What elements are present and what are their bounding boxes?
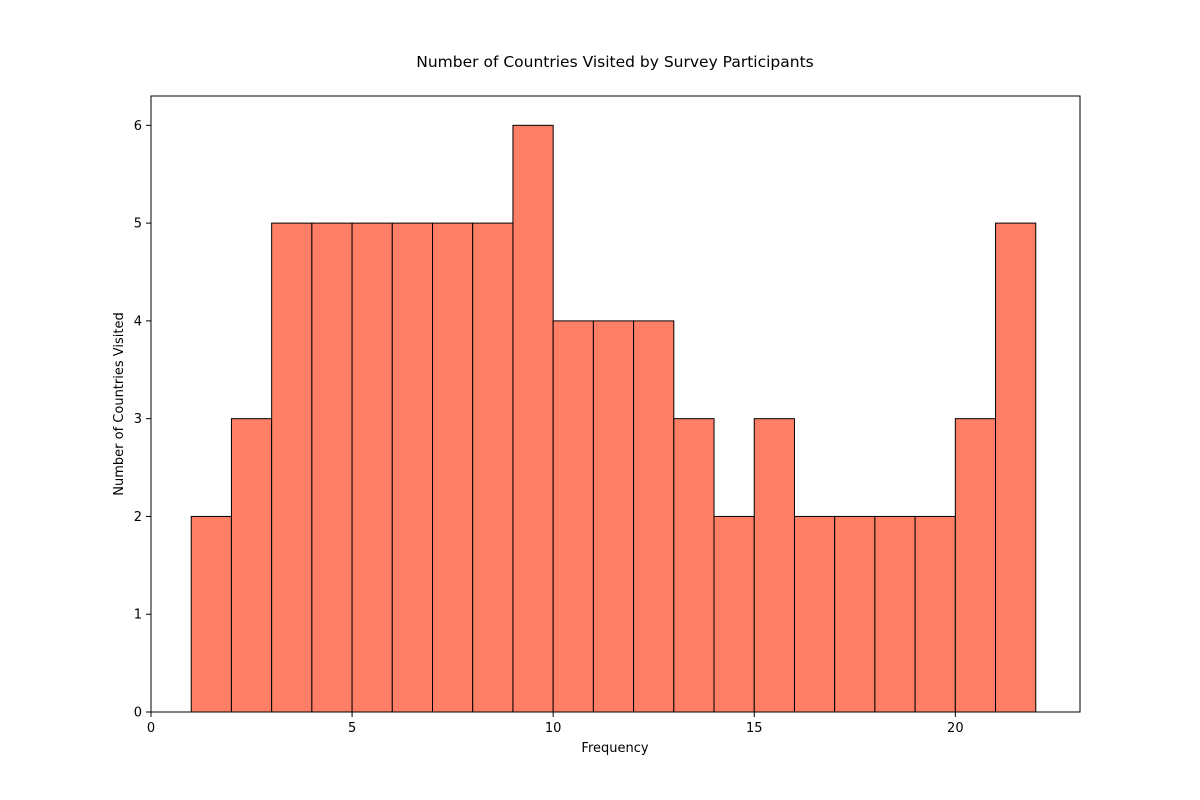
histogram-bar-3 — [271, 222, 313, 713]
x-tick-label: 20 — [947, 721, 964, 736]
histogram-bar-11 — [592, 320, 635, 713]
histogram-bar-8 — [472, 222, 514, 713]
histogram-bar-12 — [633, 320, 675, 713]
histogram-bar-5 — [351, 222, 393, 713]
x-axis-label: Frequency — [581, 741, 648, 756]
histogram-bar-7 — [432, 222, 474, 713]
x-tick-label: 10 — [545, 721, 562, 736]
chart-title: Number of Countries Visited by Survey Pa… — [416, 53, 813, 71]
histogram-bar-6 — [391, 222, 434, 713]
histogram-bar-2 — [230, 418, 273, 713]
histogram-bar-14 — [713, 515, 755, 713]
y-tick-label: 1 — [134, 608, 142, 623]
y-tick-label: 6 — [134, 119, 142, 134]
histogram-bar-19 — [914, 515, 956, 713]
histogram-bar-18 — [874, 515, 916, 713]
bars-group — [190, 124, 1037, 713]
histogram-bar-9 — [512, 124, 554, 713]
histogram-bar-15 — [753, 418, 795, 713]
y-tick-label: 0 — [134, 706, 142, 721]
plot-frame — [150, 95, 1081, 713]
histogram-bar-17 — [834, 515, 876, 713]
x-axis-ticks: 0 5 10 15 20 — [147, 712, 964, 736]
x-tick-label: 5 — [348, 721, 356, 736]
x-tick-label: 0 — [147, 721, 155, 736]
y-tick-label: 2 — [134, 510, 142, 525]
histogram-bar-13 — [673, 418, 715, 713]
histogram-bar-10 — [552, 320, 594, 713]
histogram-bar-21 — [995, 222, 1037, 713]
y-axis-ticks: 0 1 2 3 4 5 6 — [134, 119, 151, 721]
histogram-bar-1 — [190, 515, 232, 713]
x-tick-label: 15 — [746, 721, 763, 736]
y-tick-label: 3 — [134, 412, 142, 427]
y-axis-label: Number of Countries Visited — [112, 312, 127, 495]
y-tick-label: 5 — [134, 217, 142, 232]
histogram-bar-20 — [954, 418, 997, 713]
histogram-bar-4 — [311, 222, 353, 713]
y-tick-label: 4 — [134, 314, 142, 329]
histogram-bar-16 — [793, 515, 836, 713]
